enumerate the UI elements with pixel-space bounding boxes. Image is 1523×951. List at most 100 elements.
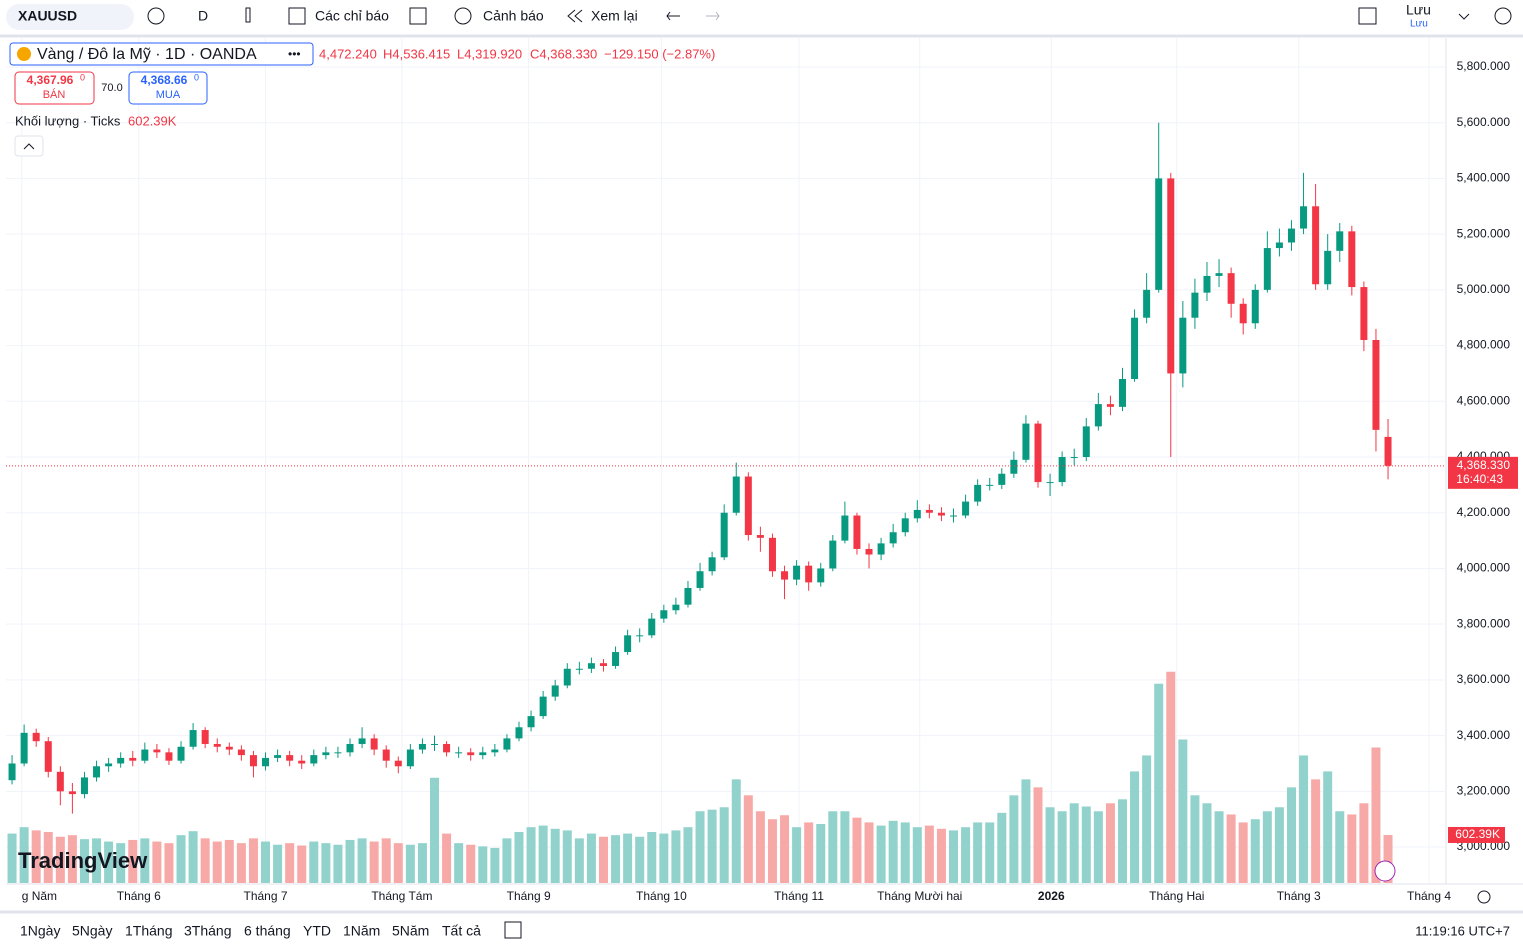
save-status: Lưu [1410, 19, 1428, 30]
candle-body [1179, 317, 1187, 374]
volume-bar [1142, 755, 1152, 883]
volume-bar [1154, 683, 1164, 883]
undo[interactable] [666, 11, 680, 21]
volume-bar [550, 828, 560, 883]
sell-label: BÁN [43, 88, 66, 101]
chart-type-icon[interactable] [245, 7, 251, 23]
axis-settings[interactable] [1477, 890, 1491, 904]
range-button[interactable]: Tất cả [442, 923, 481, 939]
volume-bar [635, 836, 645, 883]
candle-body [117, 757, 125, 764]
candle-body [491, 749, 499, 753]
candle-body [708, 557, 716, 572]
collapse-legend[interactable] [14, 135, 44, 157]
replay-button[interactable]: Xem lại [591, 8, 638, 24]
volume-bar [852, 817, 862, 883]
volume-bar [176, 835, 186, 883]
volume-bar [1214, 811, 1224, 883]
candle-body [539, 696, 547, 717]
x-tick-label: Tháng 10 [636, 889, 687, 903]
fullscreen-icon[interactable] [1358, 7, 1377, 25]
logo[interactable]: TradingView [18, 848, 148, 873]
volume-bar [997, 812, 1007, 883]
candle-body [44, 741, 52, 772]
candle-body [1191, 292, 1199, 318]
volume-bar [973, 822, 983, 883]
save-button[interactable]: Lưu [1406, 2, 1431, 18]
spread: 70.0 [101, 82, 122, 94]
candle-body [68, 791, 76, 795]
redo[interactable] [706, 11, 720, 21]
events-icon[interactable] [1374, 860, 1396, 882]
symbol[interactable]: XAUUSD [18, 8, 77, 24]
candle-body [1203, 275, 1211, 293]
candle-body [418, 743, 426, 750]
range-button[interactable]: 5Năm [392, 923, 429, 939]
range-button[interactable]: 6 tháng [244, 923, 291, 939]
candle-body [249, 755, 257, 767]
y-tick-label: 5,000.000 [1457, 282, 1511, 296]
candle-body [1384, 436, 1392, 466]
candle-body [141, 749, 149, 761]
candle-body [455, 752, 463, 754]
sell-button[interactable] [14, 71, 95, 105]
alerts-button[interactable]: Cảnh báo [483, 8, 544, 24]
candle-body [744, 476, 752, 536]
volume-bar [1081, 806, 1091, 883]
x-tick-label: Tháng 3 [1277, 889, 1321, 903]
candle-body [672, 604, 680, 611]
volume-bar [236, 843, 246, 883]
volume-bar [611, 835, 621, 883]
volume-bar [152, 841, 162, 883]
interval[interactable]: D [198, 8, 208, 24]
candle-body [56, 771, 64, 792]
y-tick-label: 3,200.000 [1457, 784, 1511, 798]
add-symbol-icon[interactable] [147, 7, 165, 25]
x-tick-label: g Năm [22, 889, 57, 903]
candle-body [974, 484, 982, 502]
volume-bar [116, 843, 126, 883]
legend-box[interactable] [9, 42, 314, 66]
alert-icon[interactable] [454, 7, 472, 25]
candle-body [1275, 242, 1283, 249]
indicators-icon[interactable] [288, 7, 306, 25]
volume-bar [743, 795, 753, 883]
candle-body [262, 757, 270, 767]
range-button[interactable]: 5Ngày [72, 923, 112, 939]
candle-body [599, 663, 607, 666]
buy-price-sup: 0 [194, 72, 199, 82]
replay-icon[interactable] [567, 9, 583, 23]
range-button[interactable]: YTD [303, 923, 331, 939]
symbol-search[interactable] [6, 4, 134, 30]
clock[interactable]: 11:19:16 UTC+7 [1415, 923, 1510, 938]
buy-button[interactable] [128, 71, 208, 105]
range-button[interactable]: 1Ngày [20, 923, 60, 939]
range-button[interactable]: 1Tháng [125, 923, 172, 939]
y-tick-label: 3,600.000 [1457, 672, 1511, 686]
goto-date-icon[interactable] [504, 921, 522, 939]
volume-bar [1347, 814, 1357, 883]
candle-body [925, 509, 933, 513]
quick-search[interactable] [1494, 7, 1512, 25]
volume-bar [1009, 795, 1019, 883]
candle-body [1082, 426, 1090, 458]
y-tick-label: 4,800.000 [1457, 338, 1511, 352]
volume-bar [502, 838, 512, 883]
last-price-tag [1448, 456, 1518, 489]
candle-body [1348, 231, 1356, 288]
save-menu[interactable] [1458, 13, 1470, 20]
layouts-icon[interactable] [409, 7, 427, 25]
candle-body [1360, 287, 1368, 341]
range-button[interactable]: 3Tháng [184, 923, 231, 939]
x-tick-label: Tháng 11 [774, 889, 824, 903]
candle-body [612, 652, 620, 666]
legend-more[interactable]: ••• [288, 47, 301, 61]
volume-bar [562, 830, 572, 883]
volume-bar [430, 777, 440, 883]
range-button[interactable]: 1Năm [343, 923, 380, 939]
candle-body [382, 749, 390, 761]
indicators-button[interactable]: Các chỉ báo [315, 8, 389, 24]
candle-body [793, 565, 801, 580]
candle-body [1034, 423, 1042, 483]
